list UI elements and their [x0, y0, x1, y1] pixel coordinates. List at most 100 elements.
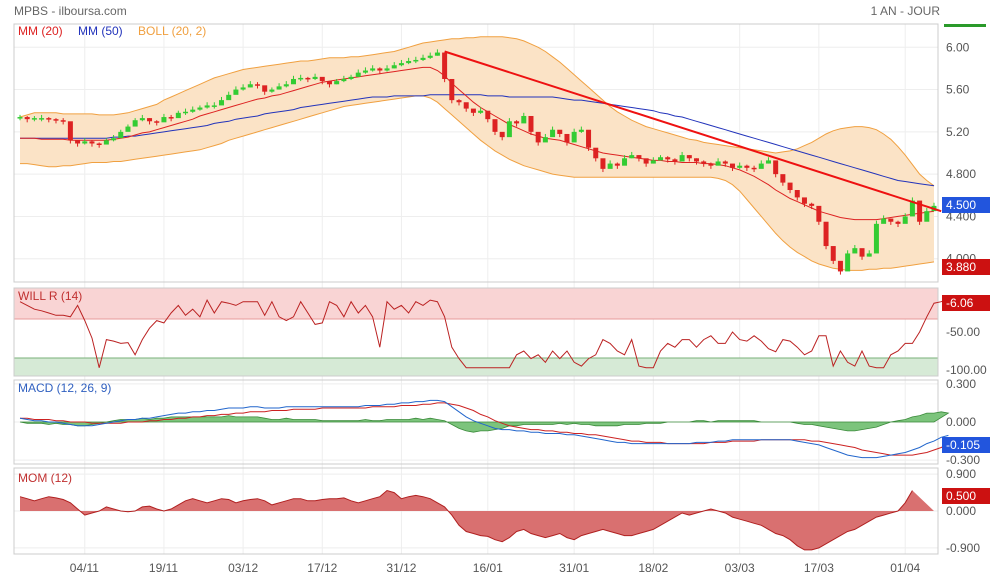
candle-body	[362, 70, 368, 73]
candle-body	[686, 155, 692, 159]
candle-body	[377, 68, 383, 71]
legend-ma50: MM (50)	[78, 24, 123, 38]
candle-body	[528, 115, 534, 132]
macd-panel: MACD (12, 26, 9) 0.300 0.000 -0.300 -0.105	[13, 377, 990, 467]
candle-body	[449, 78, 455, 101]
candle-body	[564, 133, 570, 143]
low-price-label: 3.880	[946, 260, 976, 274]
candle-body	[319, 76, 325, 82]
candle-body	[111, 138, 117, 141]
last-price-label: 4.500	[946, 198, 976, 212]
legend-ma20: MM (20)	[18, 24, 63, 38]
macd-panel-frame	[13, 379, 939, 465]
candle-body	[39, 118, 45, 120]
candle-body	[125, 126, 131, 132]
candle-body	[391, 65, 397, 69]
candle-body	[463, 102, 469, 109]
bollinger-upper-line	[19, 36, 935, 187]
candle-body	[211, 105, 217, 107]
candle-body	[204, 105, 210, 108]
ma50-line	[20, 94, 935, 187]
mom-panel-frame	[13, 467, 939, 555]
candle-body	[643, 158, 649, 164]
willr-last-badge	[942, 295, 990, 311]
candle-body	[276, 86, 282, 90]
willr-overbought-zone	[13, 287, 939, 320]
candle-body	[794, 190, 800, 198]
candle-body	[46, 118, 52, 120]
candle-body	[809, 203, 815, 206]
candle-body	[550, 129, 556, 138]
candle-body	[348, 76, 354, 79]
candle-body	[514, 121, 520, 124]
price-panel: MM (20) MM (50) BOLL (20, 2) 6.00 5.60 5.2…	[13, 23, 990, 283]
candle-body	[118, 131, 124, 139]
candle-body	[629, 155, 635, 159]
candle-body	[672, 159, 678, 162]
candle-body	[139, 118, 145, 121]
willr-title: WILL R (14)	[18, 289, 82, 303]
bollinger-lower-line	[20, 95, 935, 271]
willr-panel: WILL R (14) -50.00 -100.00 -6.06	[13, 287, 990, 377]
candle-body	[881, 218, 887, 224]
candle-body	[283, 84, 289, 87]
candle-body	[175, 112, 181, 119]
period-selector[interactable]: 1 AN - JOUR	[870, 4, 940, 18]
price-tick-label: 4.800	[946, 167, 976, 181]
candle-body	[60, 120, 66, 122]
candle-body	[866, 253, 872, 257]
candle-body	[787, 182, 793, 191]
candle-body	[384, 68, 390, 71]
candle-body	[96, 143, 102, 145]
macd-last-badge	[942, 437, 990, 453]
chart-title: MPBS - ilboursa.com	[14, 4, 127, 18]
candle-body	[89, 141, 95, 144]
chart-header: MPBS - ilboursa.com 1 AN - JOUR	[0, 0, 990, 27]
candle-body	[31, 118, 37, 120]
mom-panel: MOM (12) 0.900 0.000 -0.900 0.500	[13, 467, 990, 555]
period-indicator	[944, 24, 986, 27]
candle-body	[715, 161, 721, 166]
macd-title: MACD (12, 26, 9)	[18, 381, 111, 395]
macd-last-label: -0.105	[946, 438, 980, 452]
candle-body	[722, 161, 728, 164]
candle-body	[622, 158, 628, 166]
candle-body	[758, 163, 764, 169]
candle-body	[600, 158, 606, 169]
macd-axis: 0.300 0.000 -0.300	[946, 377, 980, 467]
candle-body	[751, 167, 757, 170]
candle-body	[183, 111, 189, 114]
legend-boll: BOLL (20, 2)	[138, 24, 206, 38]
candle-body	[557, 129, 563, 134]
candle-body	[413, 59, 419, 62]
candle-body	[406, 61, 412, 64]
candle-body	[103, 140, 109, 145]
price-tick-label: 5.20	[946, 125, 970, 139]
candle-body	[845, 253, 851, 272]
candle-body	[902, 216, 908, 224]
candle-body	[197, 107, 203, 110]
candle-body	[737, 165, 743, 168]
candle-body	[909, 200, 915, 217]
candle-body	[17, 117, 23, 119]
candle-body	[535, 131, 541, 143]
candle-body	[434, 52, 440, 56]
candle-body	[765, 160, 771, 164]
date-tick-label: 17/12	[307, 561, 337, 575]
candle-body	[420, 57, 426, 60]
trend-line	[444, 50, 942, 213]
candle-body	[895, 221, 901, 224]
candle-body	[262, 85, 268, 92]
candle-body	[305, 77, 311, 80]
candle-body	[859, 248, 865, 257]
date-tick-label: 31/12	[386, 561, 416, 575]
date-tick-label: 18/02	[638, 561, 668, 575]
date-tick-label: 16/01	[473, 561, 503, 575]
candle-body	[542, 137, 548, 143]
macd-tick-label: 0.000	[946, 415, 976, 429]
willr-tick-label: -100.00	[946, 363, 987, 377]
mom-tick-label: -0.900	[946, 541, 980, 555]
candle-body	[168, 117, 174, 119]
candle-body	[708, 163, 714, 166]
